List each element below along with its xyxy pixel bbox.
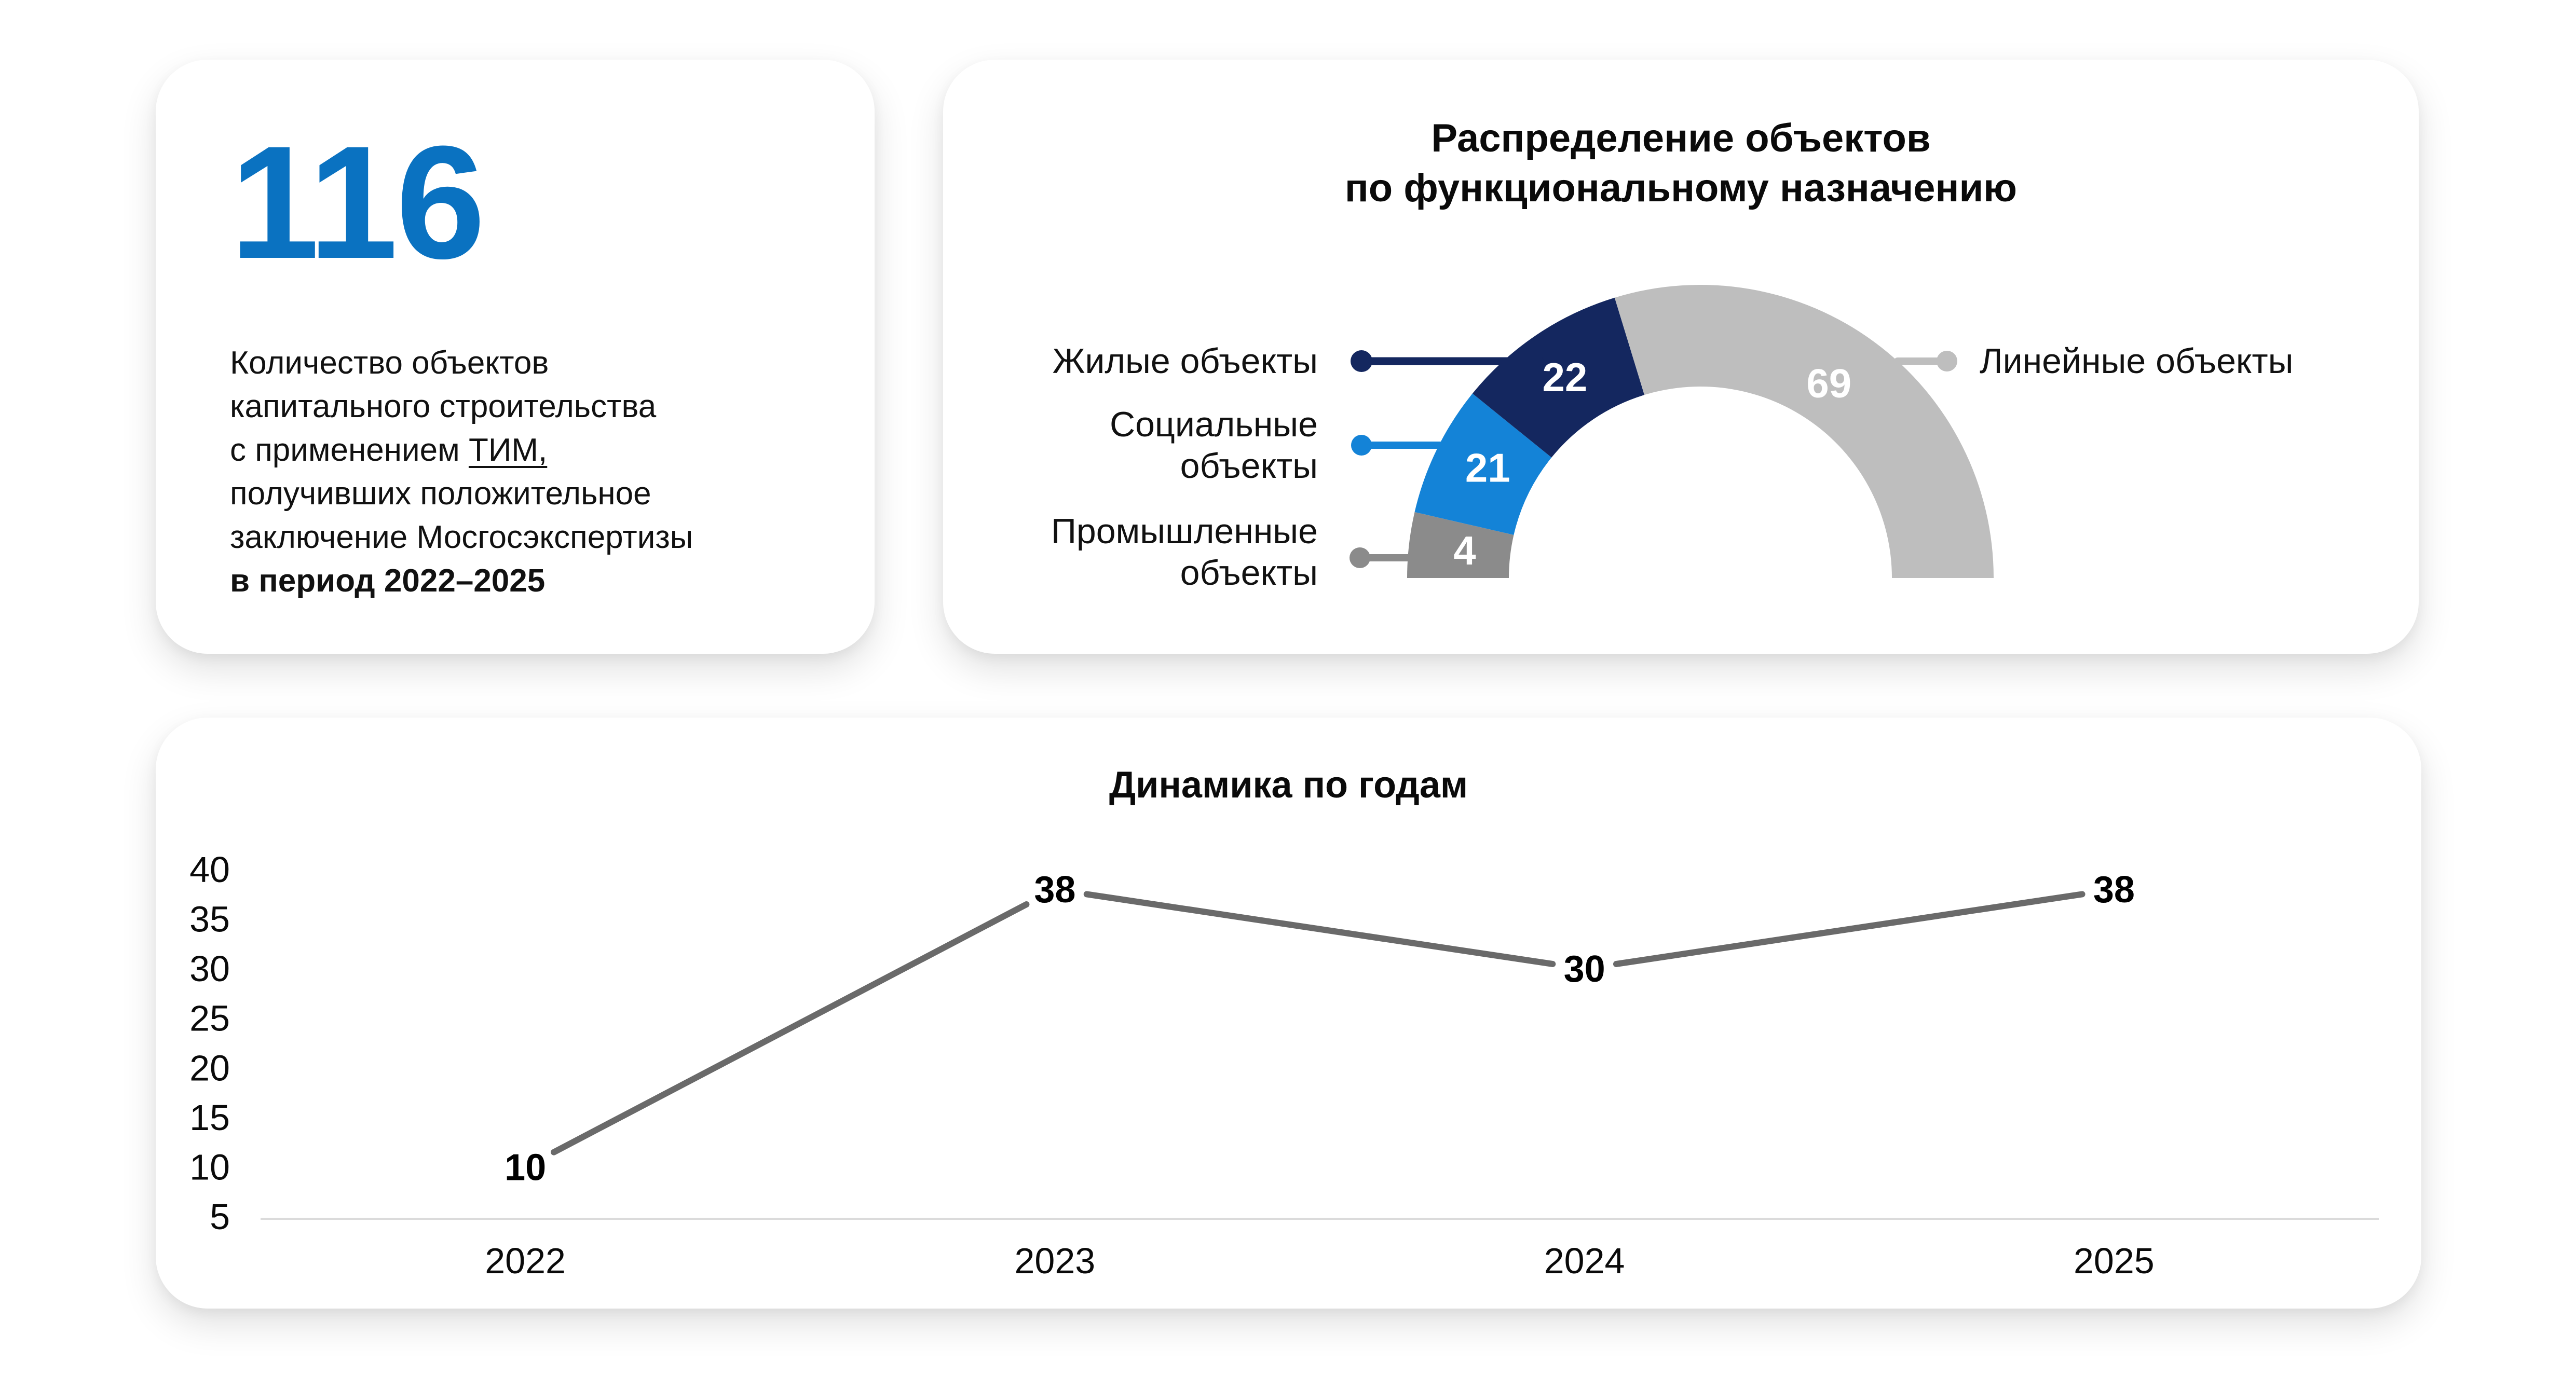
segment-label-residential: Жилые объекты: [1053, 340, 1318, 382]
data-point-label: 38: [2093, 869, 2135, 911]
x-tick-label: 2024: [1544, 1241, 1625, 1281]
donut-segment-value: 21: [1465, 445, 1510, 490]
donut-segment-value: 22: [1542, 354, 1587, 400]
y-tick-label: 20: [189, 1048, 230, 1088]
stat-desc-line: получивших положительное: [230, 476, 651, 512]
donut-segment-value: 69: [1806, 361, 1851, 406]
y-tick-label: 5: [210, 1196, 230, 1237]
trend-line-segment: [1083, 891, 1556, 967]
x-tick-label: 2022: [485, 1241, 566, 1281]
segment-label-text: Линейные объекты: [1980, 341, 2294, 381]
donut-segment-3: [1614, 285, 1994, 578]
stat-description: Количество объектов капитального строите…: [230, 341, 693, 603]
stat-desc-period-bold: в период 2022–2025: [230, 563, 546, 599]
stat-desc-line: с применением ТИМ,: [230, 429, 693, 472]
trend-line-segment: [551, 901, 1030, 1155]
distribution-title-line1: Распределение объектов: [1431, 116, 1931, 160]
half-donut-chart: 4 21 22 69: [1350, 285, 1994, 578]
y-tick-label: 10: [189, 1147, 230, 1187]
x-tick-label: 2023: [1015, 1241, 1096, 1281]
data-point-label: 30: [1564, 948, 1605, 990]
trend-line-segment: [1613, 891, 2086, 967]
donut-segment-0: [1472, 297, 1645, 458]
data-point-label: 10: [505, 1147, 546, 1188]
stat-desc-line: Количество объектов: [230, 345, 549, 381]
distribution-title: Распределение объектов по функциональном…: [943, 114, 2419, 213]
y-tick-label: 25: [189, 998, 230, 1039]
segment-label-text: объекты: [1180, 446, 1318, 486]
leader-dot-0: [1351, 350, 1372, 372]
y-tick-label: 30: [189, 948, 230, 989]
stat-value: 116: [230, 112, 485, 292]
leader-dot-2: [1350, 547, 1370, 568]
donut-segment-1: [1414, 393, 1552, 535]
segment-label-linear: Линейные объекты: [1980, 340, 2293, 382]
stat-desc-line: капитального строительства: [230, 389, 657, 424]
segment-label-social: Социальные объекты: [1110, 404, 1318, 487]
leader-dot-1: [1351, 435, 1372, 456]
segment-label-text: Промышленные: [1051, 512, 1318, 551]
y-tick-label: 35: [189, 899, 230, 940]
segment-label-text: объекты: [1180, 553, 1318, 593]
y-tick-label: 15: [189, 1097, 230, 1138]
segment-label-industrial: Промышленные объекты: [1051, 511, 1318, 594]
dynamics-title: Динамика по годам: [1109, 764, 1468, 806]
x-tick-label: 2025: [2074, 1241, 2155, 1281]
tim-underlined-text: ТИМ,: [468, 432, 548, 468]
donut-segment-2: [1407, 512, 1514, 578]
data-point-label: 38: [1034, 869, 1075, 911]
stat-desc-text: с применением: [230, 432, 469, 468]
distribution-title-line2: по функциональному назначению: [1344, 166, 2018, 210]
line-chart: 40 35 30 25 20 15 10 5 10 38 30 38 2022 2023 2024 2025: [189, 849, 2379, 1281]
donut-segment-value: 4: [1453, 528, 1476, 573]
segment-label-text: Жилые объекты: [1052, 341, 1318, 381]
stat-card: 116 Количество объектов капитального стр…: [156, 60, 875, 654]
segment-label-text: Социальные: [1109, 405, 1318, 444]
y-tick-label: 40: [189, 849, 230, 890]
distribution-card: Распределение объектов по функциональном…: [943, 60, 2419, 654]
leader-dot-3: [1937, 351, 1957, 371]
dynamics-card: Динамика по годам 40 35 30 25 20 15 10 5 10 38 30 3…: [156, 718, 2421, 1309]
stat-desc-line: заключение Мосгосэкспертизы: [230, 519, 693, 555]
